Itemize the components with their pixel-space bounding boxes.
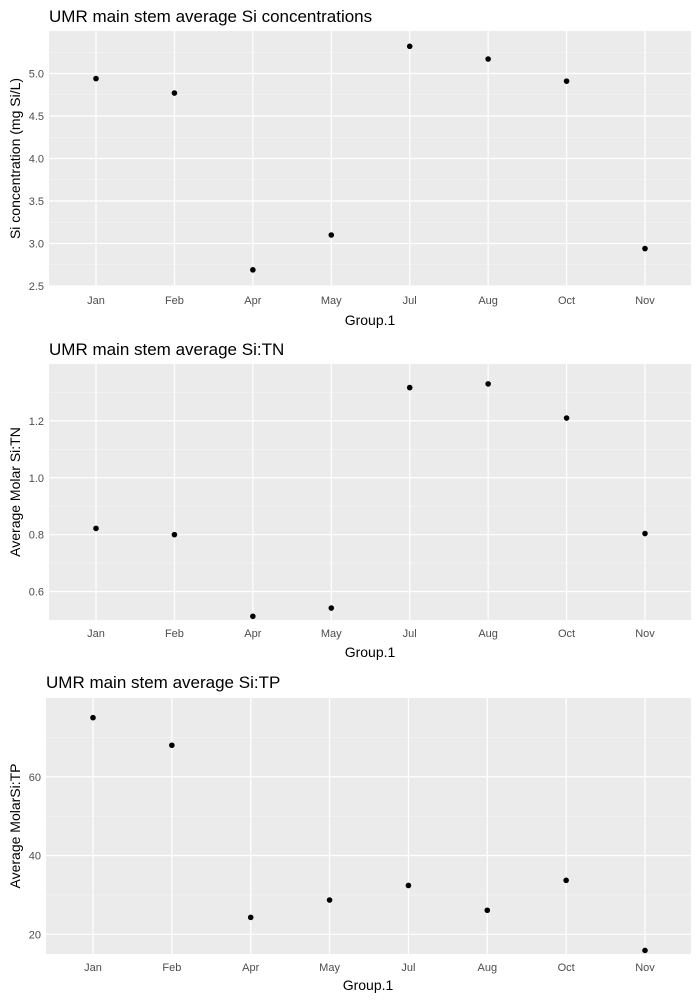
data-points [93,381,648,620]
x-tick-label: Apr [244,628,261,640]
plot-background [49,364,691,620]
data-point-oct [563,877,569,884]
data-point-jul [406,43,413,50]
x-tick-label: Jan [84,962,102,974]
data-point-apr [250,613,256,620]
y-tick-label: 1.0 [29,473,44,485]
x-tick-label: Oct [558,295,575,307]
data-point-jan [90,714,96,721]
x-tick-label: Feb [165,628,184,640]
data-points [90,714,648,954]
x-tick-labels: Jan Feb Apr May Jul Aug Oct Nov [87,628,655,640]
data-point-oct [563,78,570,84]
data-point-jan [93,525,99,532]
y-axis-title: Average MolarSi:TP [7,763,23,888]
x-tick-label: May [321,628,342,640]
x-axis-title: Group.1 [345,644,396,660]
panel-si-tn: UMR main stem average Si:TN 0.6 0.8 1.0 1.2… [7,340,691,660]
x-tick-label: Feb [162,962,181,974]
gridlines [49,364,691,620]
data-point-may [328,605,335,611]
data-point-may [328,232,335,238]
y-tick-label: 4.0 [29,154,44,166]
y-tick-label: 0.6 [29,587,44,599]
x-tick-labels: Jan Feb Apr May Jul Aug Oct Nov [84,962,655,974]
data-points [93,43,648,273]
x-tick-label: Apr [242,962,259,974]
x-tick-label: Apr [244,295,261,307]
plot-background [46,698,691,954]
x-tick-label: May [321,295,342,307]
x-tick-label: Aug [478,628,498,640]
x-tick-label: Aug [478,295,498,307]
x-tick-label: Nov [635,962,655,974]
x-tick-label: Jan [87,295,105,307]
y-tick-label: 2.5 [29,281,44,293]
data-point-feb [171,531,178,538]
data-point-jan [93,75,99,82]
x-tick-label: Jan [87,628,105,640]
x-tick-label: Oct [558,628,575,640]
x-tick-label: Feb [165,295,184,307]
gridlines [49,31,691,287]
data-point-aug [485,56,491,62]
x-tick-labels: Jan Feb Apr May Jul Aug Oct Nov [87,295,655,307]
chart-title: UMR main stem average Si concentrations [49,7,372,26]
data-point-aug [485,381,491,387]
chart-title: UMR main stem average Si:TN [49,340,284,359]
x-tick-label: Oct [558,962,575,974]
x-tick-label: Nov [635,628,655,640]
data-point-feb [169,742,175,749]
y-tick-label: 40 [29,851,41,863]
y-tick-label: 0.8 [29,530,44,542]
data-point-oct [563,415,570,421]
y-tick-label: 60 [29,772,41,784]
data-point-jul [406,384,413,391]
data-point-apr [250,267,256,273]
x-tick-label: Jul [403,295,417,307]
panel-si-concentration: UMR main stem average Si concentrations … [7,7,691,328]
chart-title: UMR main stem average Si:TP [46,673,280,692]
x-tick-label: Aug [477,962,497,974]
x-axis-title: Group.1 [343,977,394,993]
data-point-jul [405,882,412,889]
y-tick-labels: 0.6 0.8 1.0 1.2 [29,416,44,599]
x-axis-title: Group.1 [345,312,396,328]
y-tick-label: 3.0 [29,239,44,251]
y-tick-labels: 2.5 3.0 3.5 4.0 4.5 5.0 [29,69,44,294]
y-tick-label: 4.5 [29,111,44,123]
y-axis-title: Average Molar Si:TN [7,427,23,557]
data-point-aug [484,907,491,914]
data-point-feb [171,90,178,96]
panel-si-tp: UMR main stem average Si:TP 20 40 60 Jan Fe… [7,673,691,993]
y-tick-label: 3.5 [29,196,44,208]
data-point-may [326,897,333,903]
gridlines [46,698,691,954]
x-tick-label: Nov [635,295,655,307]
data-point-nov [642,947,648,954]
y-tick-label: 1.2 [29,416,44,428]
x-tick-label: May [319,962,340,974]
data-point-nov [642,245,648,252]
y-tick-labels: 20 40 60 [29,772,41,942]
y-tick-label: 5.0 [29,69,44,81]
y-tick-label: 20 [29,929,41,941]
y-axis-title: Si concentration (mg Si/L) [7,78,23,239]
x-tick-label: Jul [403,628,417,640]
data-point-apr [247,914,254,921]
x-tick-label: Jul [401,962,415,974]
data-point-nov [642,530,648,537]
